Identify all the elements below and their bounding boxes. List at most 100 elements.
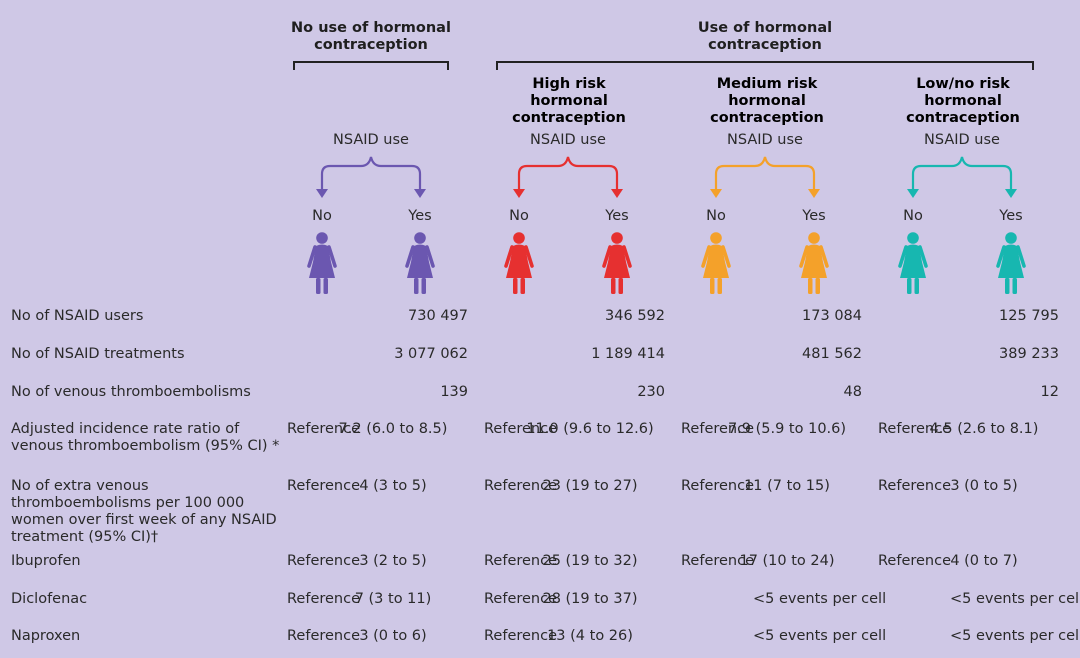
- arm-left: [799, 245, 809, 268]
- cell-value-r4-g0: 4 (3 to 5): [359, 478, 427, 494]
- leg-left: [1005, 278, 1010, 294]
- arrow-medium-no: [710, 189, 722, 198]
- cell-value-r0-g3: 125 795: [999, 308, 1059, 324]
- arrow-medium-yes: [808, 189, 820, 198]
- cell-value-r0-g1: 346 592: [605, 308, 665, 324]
- cell-value-r6-g0: 7 (3 to 11): [354, 591, 432, 607]
- cell-value-r0-g2: 173 084: [802, 308, 862, 324]
- arrow-high-no: [513, 189, 525, 198]
- leg-left: [611, 278, 616, 294]
- cell-ref-r5-g3: Reference: [878, 553, 952, 569]
- cell-ref-r5-g0: Reference: [287, 553, 361, 569]
- leg-left: [808, 278, 813, 294]
- arm-right: [622, 245, 632, 268]
- cell-value-r5-g0: 3 (2 to 5): [359, 553, 427, 569]
- cell-value-r1-g2: 481 562: [802, 346, 862, 362]
- cell-ref-r7-g1: Reference: [484, 628, 558, 644]
- group-medium-label: Medium risk hormonal contraception: [710, 76, 824, 126]
- dress: [309, 244, 335, 278]
- dress: [604, 244, 630, 278]
- group-low-nsaid-label: NSAID use: [924, 132, 1000, 148]
- group-high-no-label: No: [509, 208, 529, 224]
- cell-value-r6-g1: 28 (19 to 37): [542, 591, 638, 607]
- cell-value-r2-g1: 230: [637, 384, 665, 400]
- woman-figure-medium-yes: [799, 232, 829, 294]
- row-label-diclofenac: Diclofenac: [11, 591, 88, 607]
- diagram-graphics: [293, 61, 1034, 294]
- cell-value-r5-g2: 17 (10 to 24): [739, 553, 835, 569]
- header-no-use: No use of hormonal contraception: [291, 20, 451, 53]
- leg-right: [1012, 278, 1017, 294]
- brace-medium: [714, 156, 816, 190]
- group-none-yes-label: Yes: [408, 208, 432, 224]
- cell-ref-r3-g0: Reference: [287, 421, 361, 437]
- arrow-none-no: [316, 189, 328, 198]
- leg-right: [914, 278, 919, 294]
- cell-ref-r4-g0: Reference: [287, 478, 361, 494]
- group-high-label: High risk hormonal contraception: [512, 76, 626, 126]
- cell-ref-r3-g1: Reference: [484, 421, 558, 437]
- woman-figure-medium-no: [701, 232, 731, 294]
- cell-ref-r6-g1: Reference: [484, 591, 558, 607]
- cell-value-r7-g1: 13 (4 to 26): [547, 628, 633, 644]
- cell-value-r7-g3: <5 events per cell: [950, 628, 1080, 644]
- cell-value-r4-g1: 23 (19 to 27): [542, 478, 638, 494]
- dress: [900, 244, 926, 278]
- cell-value-r1-g3: 389 233: [999, 346, 1059, 362]
- group-low-label: Low/no risk hormonal contraception: [906, 76, 1020, 126]
- arm-right: [1016, 245, 1026, 268]
- arrow-none-yes: [414, 189, 426, 198]
- row-label-treatments: No of NSAID treatments: [11, 346, 185, 362]
- group-low-no-label: No: [903, 208, 923, 224]
- brace-high: [517, 156, 619, 190]
- leg-left: [513, 278, 518, 294]
- arm-left: [504, 245, 514, 268]
- arrow-high-yes: [611, 189, 623, 198]
- head: [611, 232, 623, 244]
- cell-value-r6-g2: <5 events per cell: [753, 591, 887, 607]
- cell-ref-r7-g0: Reference: [287, 628, 361, 644]
- arm-right: [327, 245, 337, 268]
- group-medium-yes-label: Yes: [802, 208, 826, 224]
- row-label-extra-vte: No of extra venous thromboembolisms per …: [11, 478, 277, 545]
- cell-value-r3-g3: 4.5 (2.6 to 8.1): [929, 421, 1039, 437]
- cell-value-r1-g0: 3 077 062: [394, 346, 468, 362]
- row-label-naproxen: Naproxen: [11, 628, 81, 644]
- arm-left: [996, 245, 1006, 268]
- cell-ref-r6-g0: Reference: [287, 591, 361, 607]
- brace-low: [911, 156, 1013, 190]
- cell-value-r5-g1: 25 (19 to 32): [542, 553, 638, 569]
- head: [907, 232, 919, 244]
- dress: [407, 244, 433, 278]
- cell-value-r2-g0: 139: [440, 384, 468, 400]
- arm-left: [405, 245, 415, 268]
- arm-right: [524, 245, 534, 268]
- row-label-vte: No of venous thromboembolisms: [11, 384, 251, 400]
- cell-value-r6-g3: <5 events per cell: [950, 591, 1080, 607]
- header-use: Use of hormonal contraception: [697, 20, 833, 53]
- cell-ref-r4-g1: Reference: [484, 478, 558, 494]
- cell-value-r7-g0: 3 (0 to 6): [359, 628, 427, 644]
- head: [1005, 232, 1017, 244]
- woman-figure-none-yes: [405, 232, 435, 294]
- woman-figure-low-yes: [996, 232, 1026, 294]
- brace-none: [320, 156, 422, 190]
- arm-left: [701, 245, 711, 268]
- cell-value-r4-g3: 3 (0 to 5): [950, 478, 1018, 494]
- woman-figure-high-no: [504, 232, 534, 294]
- cell-ref-r3-g3: Reference: [878, 421, 952, 437]
- group-high-nsaid-label: NSAID use: [530, 132, 606, 148]
- cell-ref-r3-g2: Reference: [681, 421, 755, 437]
- leg-right: [421, 278, 426, 294]
- leg-left: [710, 278, 715, 294]
- cell-value-r2-g2: 48: [843, 384, 862, 400]
- dress: [703, 244, 729, 278]
- woman-figure-low-no: [898, 232, 928, 294]
- leg-right: [815, 278, 820, 294]
- cell-value-r3-g0: 7.2 (6.0 to 8.5): [338, 421, 448, 437]
- head: [808, 232, 820, 244]
- leg-left: [414, 278, 419, 294]
- cell-ref-r4-g3: Reference: [878, 478, 952, 494]
- cell-value-r5-g3: 4 (0 to 7): [950, 553, 1018, 569]
- arm-left: [602, 245, 612, 268]
